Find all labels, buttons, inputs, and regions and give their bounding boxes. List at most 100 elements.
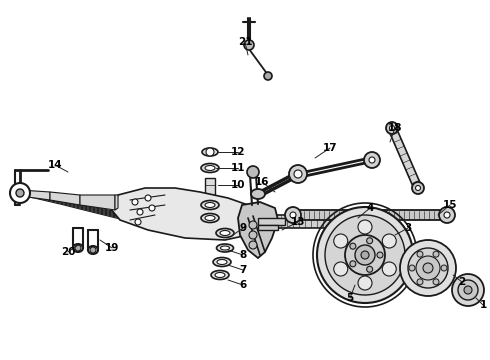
Text: 13: 13 (291, 217, 305, 227)
Circle shape (334, 234, 348, 248)
Text: 3: 3 (404, 223, 412, 233)
Circle shape (135, 219, 141, 225)
Ellipse shape (205, 202, 215, 207)
Circle shape (358, 220, 372, 234)
Circle shape (377, 252, 383, 258)
Circle shape (361, 251, 369, 259)
Circle shape (417, 279, 423, 285)
Circle shape (464, 286, 472, 294)
Circle shape (290, 212, 296, 218)
Circle shape (285, 207, 301, 223)
Circle shape (249, 231, 257, 239)
Polygon shape (50, 192, 80, 205)
Circle shape (433, 279, 439, 285)
Text: 14: 14 (48, 160, 62, 170)
Text: 18: 18 (388, 123, 402, 133)
Polygon shape (215, 222, 238, 232)
Text: 12: 12 (231, 147, 245, 157)
Ellipse shape (213, 257, 231, 266)
Ellipse shape (205, 166, 215, 171)
Text: 9: 9 (240, 223, 246, 233)
Circle shape (439, 207, 455, 223)
Circle shape (416, 185, 420, 190)
Circle shape (382, 234, 396, 248)
Circle shape (355, 245, 375, 265)
Text: 20: 20 (61, 247, 75, 257)
Ellipse shape (215, 273, 225, 278)
Text: 19: 19 (105, 243, 119, 253)
Circle shape (244, 40, 254, 50)
Text: 2: 2 (458, 277, 466, 287)
Polygon shape (110, 188, 255, 240)
Circle shape (386, 122, 398, 134)
Circle shape (364, 152, 380, 168)
Circle shape (458, 280, 478, 300)
Ellipse shape (216, 229, 234, 238)
Circle shape (325, 215, 405, 295)
Ellipse shape (202, 148, 218, 156)
Circle shape (247, 166, 259, 178)
Ellipse shape (251, 189, 265, 199)
Circle shape (249, 241, 257, 249)
Text: 8: 8 (240, 250, 246, 260)
Circle shape (417, 251, 423, 257)
Text: 21: 21 (238, 37, 252, 47)
Circle shape (412, 182, 424, 194)
Circle shape (409, 265, 415, 271)
Circle shape (16, 189, 24, 197)
Circle shape (289, 165, 307, 183)
Text: 15: 15 (443, 200, 457, 210)
Ellipse shape (217, 244, 234, 252)
Text: 6: 6 (240, 280, 246, 290)
Polygon shape (80, 195, 115, 210)
Text: 11: 11 (231, 163, 245, 173)
Ellipse shape (73, 244, 83, 252)
Polygon shape (258, 225, 278, 230)
Circle shape (350, 261, 356, 267)
Circle shape (75, 245, 81, 251)
Circle shape (334, 262, 348, 276)
Text: 1: 1 (479, 300, 487, 310)
Ellipse shape (220, 230, 230, 235)
Circle shape (416, 256, 440, 280)
Polygon shape (205, 178, 215, 195)
Text: 16: 16 (255, 177, 269, 187)
Circle shape (367, 238, 372, 244)
Circle shape (390, 126, 394, 131)
Polygon shape (258, 218, 285, 225)
Bar (295, 210, 445, 220)
Circle shape (433, 251, 439, 257)
Polygon shape (389, 126, 422, 190)
Circle shape (90, 247, 96, 253)
Ellipse shape (217, 260, 227, 265)
Circle shape (423, 263, 433, 273)
Circle shape (345, 235, 385, 275)
Circle shape (452, 274, 484, 306)
Ellipse shape (205, 216, 215, 220)
Ellipse shape (88, 246, 98, 254)
Circle shape (400, 240, 456, 296)
Text: 10: 10 (231, 180, 245, 190)
Polygon shape (20, 190, 50, 200)
Text: 4: 4 (367, 203, 374, 213)
Circle shape (408, 248, 448, 288)
Circle shape (382, 262, 396, 276)
Circle shape (317, 207, 413, 303)
Ellipse shape (201, 163, 219, 172)
Circle shape (441, 265, 447, 271)
Bar (258, 215, 335, 228)
Circle shape (10, 183, 30, 203)
Circle shape (249, 221, 257, 229)
Circle shape (137, 209, 143, 215)
Circle shape (367, 266, 372, 272)
Circle shape (149, 205, 155, 211)
Circle shape (369, 157, 375, 163)
Ellipse shape (201, 213, 219, 222)
Text: 5: 5 (346, 293, 354, 303)
Ellipse shape (211, 270, 229, 279)
Circle shape (294, 170, 302, 178)
Circle shape (444, 212, 450, 218)
Ellipse shape (220, 246, 229, 250)
Circle shape (358, 276, 372, 290)
Circle shape (350, 243, 356, 249)
